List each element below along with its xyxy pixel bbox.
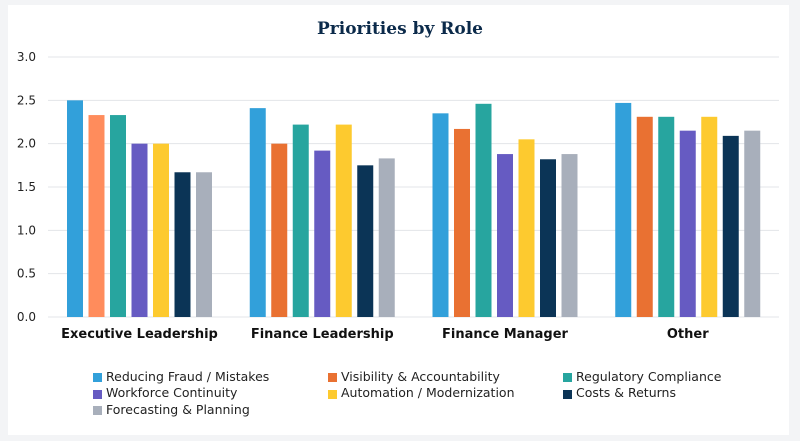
bar: [153, 143, 169, 317]
legend-item[interactable]: Automation / Modernization: [328, 385, 563, 402]
bar: [174, 172, 191, 317]
legend-item[interactable]: Regulatory Compliance: [563, 368, 753, 385]
y-tick-label: 2.0: [17, 137, 36, 151]
bar: [357, 165, 374, 317]
bar: [475, 103, 492, 317]
bar: [249, 108, 266, 317]
legend-swatch: [93, 373, 102, 383]
bar: [335, 124, 352, 317]
legend-item[interactable]: Visibility & Accountability: [328, 368, 563, 385]
bar: [540, 159, 556, 317]
bar: [497, 154, 513, 317]
legend-swatch: [563, 389, 572, 399]
legend-swatch: [563, 373, 572, 383]
legend-swatch: [93, 406, 102, 416]
legend-item[interactable]: Workforce Continuity: [93, 385, 328, 402]
y-tick-label: 0.0: [17, 310, 36, 324]
bar: [658, 116, 675, 317]
bar: [615, 102, 632, 317]
x-tick-label: Finance Manager: [442, 327, 569, 342]
bar: [636, 116, 653, 317]
legend-label: Reducing Fraud / Mistakes: [106, 368, 270, 384]
bar: [518, 139, 535, 317]
bar: [196, 172, 212, 317]
y-tick-label: 1.0: [17, 223, 36, 237]
bar: [110, 115, 126, 317]
bar: [131, 143, 148, 317]
bar: [271, 143, 288, 317]
bar: [314, 150, 331, 317]
legend-item[interactable]: Reducing Fraud / Mistakes: [93, 368, 328, 385]
legend-item[interactable]: Forecasting & Planning: [93, 401, 328, 418]
legend-swatch: [328, 373, 337, 383]
y-tick-label: 0.5: [17, 267, 36, 281]
legend-label: Forecasting & Planning: [106, 401, 250, 417]
y-tick-label: 1.5: [17, 180, 36, 194]
x-tick-label: Executive Leadership: [61, 327, 218, 342]
bar: [701, 116, 718, 317]
bar: [292, 124, 309, 317]
legend-label: Workforce Continuity: [106, 385, 238, 401]
x-tick-label: Other: [667, 327, 709, 342]
bar: [722, 135, 739, 317]
legend: Reducing Fraud / Mistakes Visibility & Ac…: [93, 368, 753, 418]
y-tick-label: 3.0: [17, 50, 36, 64]
bar: [454, 128, 470, 317]
bar: [67, 100, 83, 317]
bar: [744, 130, 761, 317]
legend-swatch: [93, 389, 102, 399]
chart-title: Priorities by Role: [317, 19, 483, 39]
y-tick-label: 2.5: [17, 93, 36, 107]
legend-label: Costs & Returns: [576, 385, 676, 401]
bar: [378, 158, 395, 317]
legend-label: Visibility & Accountability: [341, 368, 500, 384]
x-tick-label: Finance Leadership: [251, 327, 394, 342]
legend-label: Automation / Modernization: [341, 385, 515, 401]
bar: [432, 113, 449, 317]
bar: [561, 154, 578, 317]
legend-item[interactable]: Costs & Returns: [563, 385, 753, 402]
legend-label: Regulatory Compliance: [576, 368, 722, 384]
bar: [679, 130, 696, 317]
legend-swatch: [328, 389, 337, 399]
bar: [88, 115, 105, 317]
